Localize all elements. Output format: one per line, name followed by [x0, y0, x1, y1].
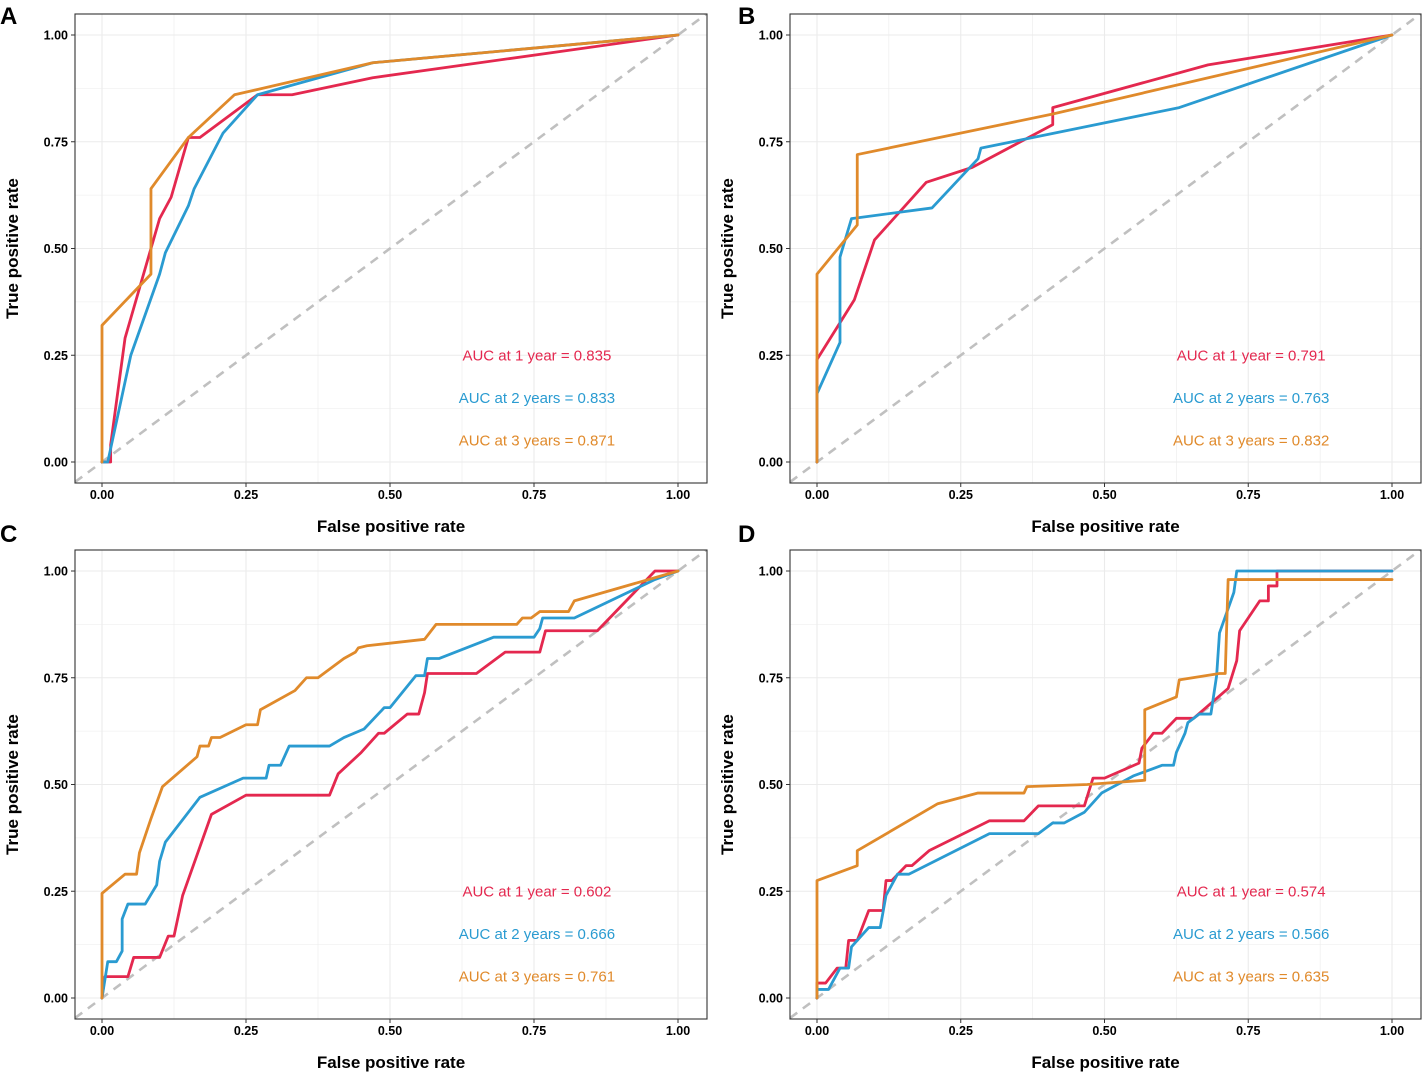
roc-curve-2-year	[815, 569, 1394, 1000]
y-axis-title: True positive rate	[718, 178, 737, 319]
y-tick-label: 0.50	[44, 778, 68, 792]
y-tick-label: 0.75	[759, 671, 783, 685]
y-tick-label: 0.50	[44, 242, 68, 256]
auc-label-3-year: AUC at 3 years = 0.635	[1173, 969, 1329, 986]
y-tick-label: 0.25	[44, 349, 68, 363]
x-tick-label: 0.25	[234, 1024, 258, 1038]
panel-letter: A	[0, 3, 17, 30]
x-tick-label: 0.25	[949, 488, 973, 502]
panel-a: 0.00 0.00 0.25 0.25 0.50 0.50 0.75 0.75 1.00 1.00…	[0, 3, 708, 536]
roc-curve-2-year	[815, 33, 1394, 464]
reference-diagonal	[75, 550, 707, 1019]
roc-curve-3-year	[100, 569, 680, 1000]
panel-b: 0.00 0.00 0.25 0.25 0.50 0.50 0.75 0.75 1.00 1.00…	[718, 3, 1422, 536]
auc-label-2-year: AUC at 2 years = 0.666	[459, 926, 615, 943]
y-axis-title: True positive rate	[718, 714, 737, 855]
x-tick-label: 0.50	[378, 488, 402, 502]
x-tick-label: 1.00	[666, 488, 690, 502]
y-tick-label: 0.75	[759, 135, 783, 149]
x-tick-label: 0.75	[1236, 488, 1260, 502]
y-tick-label: 0.00	[44, 456, 68, 470]
roc-curve-2-year	[100, 569, 680, 1000]
y-tick-label: 0.00	[44, 992, 68, 1006]
panel-letter: C	[0, 521, 17, 548]
x-tick-label: 0.00	[805, 1024, 829, 1038]
panel-letter: D	[738, 521, 755, 548]
auc-label-1-year: AUC at 1 year = 0.791	[1177, 347, 1326, 364]
y-tick-label: 1.00	[759, 565, 783, 579]
auc-label-1-year: AUC at 1 year = 0.574	[1177, 883, 1326, 900]
roc-curve-2-year	[100, 33, 680, 464]
x-tick-label: 1.00	[666, 1024, 690, 1038]
y-axis-title: True positive rate	[3, 178, 22, 319]
roc-curve-1-year	[815, 569, 1394, 1000]
roc-curve-1-year	[815, 33, 1394, 464]
x-tick-label: 0.50	[1092, 488, 1116, 502]
x-tick-label: 0.25	[234, 488, 258, 502]
auc-label-2-year: AUC at 2 years = 0.566	[1173, 926, 1329, 943]
y-tick-label: 0.50	[759, 778, 783, 792]
panel-c: 0.00 0.00 0.25 0.25 0.50 0.50 0.75 0.75 1.00 1.00…	[0, 521, 708, 1072]
panel-d: 0.00 0.00 0.25 0.25 0.50 0.50 0.75 0.75 1.00 1.00…	[718, 521, 1422, 1072]
x-tick-label: 0.75	[522, 488, 546, 502]
x-tick-label: 0.75	[522, 1024, 546, 1038]
y-tick-label: 0.25	[759, 349, 783, 363]
reference-diagonal	[790, 14, 1421, 483]
x-tick-label: 0.25	[949, 1024, 973, 1038]
roc-curve-1-year	[100, 569, 680, 1000]
x-tick-label: 0.00	[805, 488, 829, 502]
x-tick-label: 0.50	[1092, 1024, 1116, 1038]
x-axis-title: False positive rate	[1031, 1053, 1179, 1072]
roc-curve-3-year	[815, 33, 1394, 464]
x-axis-title: False positive rate	[317, 517, 465, 536]
reference-diagonal	[75, 14, 707, 483]
x-tick-label: 0.50	[378, 1024, 402, 1038]
auc-label-2-year: AUC at 2 years = 0.833	[459, 390, 615, 407]
y-tick-label: 1.00	[759, 29, 783, 43]
panel-letter: B	[738, 3, 755, 30]
y-tick-label: 0.25	[44, 885, 68, 899]
y-tick-label: 1.00	[44, 565, 68, 579]
auc-label-2-year: AUC at 2 years = 0.763	[1173, 390, 1329, 407]
y-tick-label: 0.00	[759, 456, 783, 470]
auc-label-3-year: AUC at 3 years = 0.832	[1173, 433, 1329, 450]
x-tick-label: 0.00	[90, 1024, 114, 1038]
auc-label-1-year: AUC at 1 year = 0.602	[462, 883, 611, 900]
y-tick-label: 0.00	[759, 992, 783, 1006]
x-tick-label: 0.75	[1236, 1024, 1260, 1038]
y-tick-label: 1.00	[44, 29, 68, 43]
auc-label-3-year: AUC at 3 years = 0.761	[459, 969, 615, 986]
auc-label-1-year: AUC at 1 year = 0.835	[462, 347, 611, 364]
auc-label-3-year: AUC at 3 years = 0.871	[459, 433, 615, 450]
x-tick-label: 1.00	[1380, 1024, 1404, 1038]
y-tick-label: 0.25	[759, 885, 783, 899]
x-tick-label: 1.00	[1380, 488, 1404, 502]
roc-curve-3-year	[100, 33, 680, 464]
x-axis-title: False positive rate	[317, 1053, 465, 1072]
y-axis-title: True positive rate	[3, 714, 22, 855]
x-axis-title: False positive rate	[1031, 517, 1179, 536]
x-tick-label: 0.00	[90, 488, 114, 502]
y-tick-label: 0.50	[759, 242, 783, 256]
y-tick-label: 0.75	[44, 671, 68, 685]
roc-curve-3-year	[815, 578, 1394, 1000]
y-tick-label: 0.75	[44, 135, 68, 149]
